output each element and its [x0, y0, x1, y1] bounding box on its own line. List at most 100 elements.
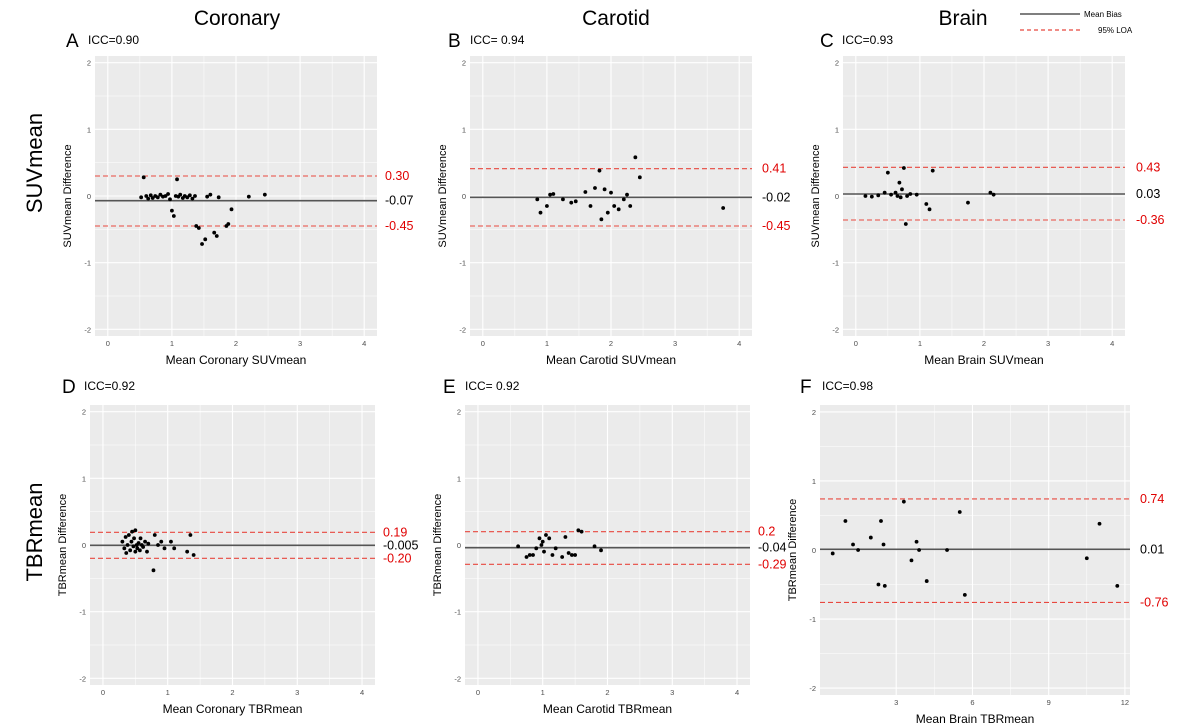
- x-tick-label: 4: [360, 688, 364, 697]
- y-tick-label: -2: [809, 684, 816, 693]
- data-point: [882, 190, 887, 195]
- data-point: [882, 584, 887, 588]
- data-point: [576, 528, 581, 533]
- y-tick-label: 1: [457, 474, 461, 483]
- data-point: [633, 155, 638, 160]
- icc-label: ICC=0.98: [822, 379, 873, 393]
- data-point: [527, 553, 532, 557]
- icc-label: ICC=0.90: [88, 33, 139, 47]
- data-point: [889, 192, 893, 197]
- data-point: [991, 192, 996, 197]
- x-tick-label: 0: [476, 688, 480, 697]
- data-point: [917, 548, 921, 552]
- upper-loa-value: 0.19: [383, 525, 407, 539]
- data-point: [914, 192, 919, 197]
- data-point: [560, 555, 565, 559]
- data-point: [905, 194, 909, 198]
- data-point: [150, 196, 155, 200]
- data-point: [172, 546, 177, 551]
- data-point: [188, 533, 193, 537]
- data-point: [553, 546, 558, 551]
- x-tick-label: 12: [1121, 698, 1129, 707]
- row-title-suvmean: SUVmean: [22, 113, 47, 213]
- panel-letter: F: [800, 377, 812, 398]
- data-point: [569, 200, 574, 205]
- x-tick-label: 4: [1110, 339, 1114, 348]
- legend: Mean Bias 95% LOA: [1020, 10, 1133, 35]
- y-axis-label: TBRmean Difference: [432, 494, 444, 597]
- data-point: [262, 192, 267, 197]
- data-point: [535, 197, 540, 202]
- data-point: [856, 548, 861, 552]
- data-point: [531, 553, 535, 557]
- y-tick-label: 1: [812, 477, 816, 486]
- data-point: [151, 568, 156, 573]
- data-point: [628, 204, 633, 208]
- data-point: [214, 234, 219, 238]
- data-point: [124, 551, 129, 555]
- data-point: [869, 194, 874, 199]
- data-point: [597, 168, 602, 173]
- data-point: [573, 199, 578, 204]
- y-tick-label: 0: [82, 541, 86, 550]
- y-tick-label: 0: [87, 192, 91, 201]
- data-point: [573, 553, 578, 557]
- data-point: [599, 217, 604, 222]
- x-tick-label: 4: [735, 688, 739, 697]
- x-tick-label: 2: [234, 339, 238, 348]
- y-tick-label: -2: [459, 325, 466, 334]
- column-title-brain: Brain: [938, 7, 987, 30]
- mean-bias-value: -0.005: [383, 538, 418, 552]
- data-point: [1084, 556, 1089, 561]
- lower-loa-value: -0.45: [762, 219, 791, 233]
- panel-letter: A: [66, 31, 79, 52]
- x-tick-label: 3: [673, 339, 677, 348]
- x-axis-label: Mean Coronary SUVmean: [166, 353, 307, 367]
- data-point: [125, 543, 130, 547]
- lower-loa-value: -0.45: [385, 219, 414, 233]
- y-tick-label: -2: [79, 674, 86, 683]
- data-point: [548, 192, 553, 197]
- data-point: [544, 533, 548, 537]
- x-tick-label: 1: [170, 339, 174, 348]
- data-point: [879, 519, 883, 523]
- data-point: [196, 226, 201, 230]
- data-point: [898, 195, 903, 200]
- data-point: [246, 194, 251, 199]
- data-point: [144, 194, 149, 198]
- data-point: [137, 548, 142, 553]
- data-point: [141, 545, 146, 549]
- x-tick-label: 0: [106, 339, 110, 348]
- data-point: [609, 190, 613, 195]
- data-point: [136, 541, 141, 545]
- mean-bias-value: 0.01: [1140, 542, 1164, 556]
- data-point: [914, 539, 919, 544]
- data-point: [148, 193, 153, 198]
- lower-loa-value: -0.36: [1136, 213, 1165, 227]
- data-point: [895, 194, 900, 198]
- y-tick-label: -2: [832, 325, 839, 334]
- y-tick-label: -2: [84, 325, 91, 334]
- data-point: [146, 196, 151, 201]
- data-point: [169, 539, 173, 544]
- data-point: [537, 536, 542, 541]
- data-point: [128, 548, 133, 553]
- y-axis-label: TBRmean Difference: [57, 494, 69, 597]
- x-axis-label: Mean Brain SUVmean: [924, 353, 1043, 367]
- y-tick-label: 0: [457, 541, 461, 550]
- data-point: [897, 180, 902, 185]
- data-point: [163, 194, 168, 198]
- x-tick-label: 1: [918, 339, 922, 348]
- y-tick-label: 1: [87, 125, 91, 134]
- y-tick-label: -2: [454, 674, 461, 683]
- data-point: [539, 543, 544, 547]
- data-point: [843, 519, 848, 523]
- data-point: [868, 535, 873, 540]
- data-point: [139, 195, 144, 200]
- mean-bias-value: 0.03: [1136, 187, 1160, 201]
- icc-label: ICC=0.92: [84, 379, 135, 393]
- y-tick-label: -1: [79, 608, 86, 617]
- data-point: [605, 210, 610, 215]
- data-point: [212, 230, 217, 235]
- x-axis-label: Mean Carotid TBRmean: [543, 702, 672, 716]
